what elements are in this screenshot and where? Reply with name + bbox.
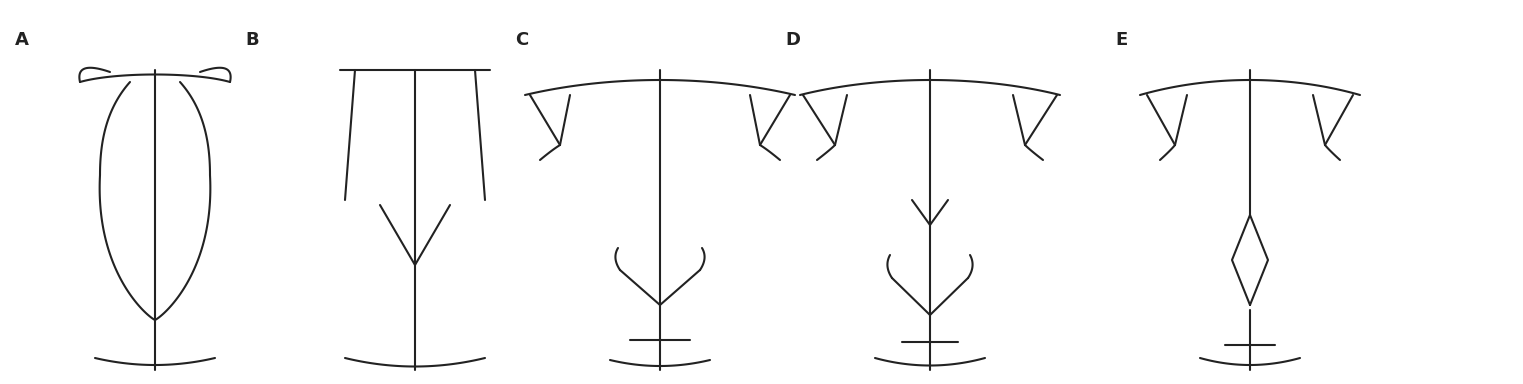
Text: B: B: [245, 31, 259, 49]
Text: E: E: [1115, 31, 1127, 49]
Text: D: D: [784, 31, 800, 49]
Text: A: A: [15, 31, 29, 49]
Text: C: C: [515, 31, 528, 49]
